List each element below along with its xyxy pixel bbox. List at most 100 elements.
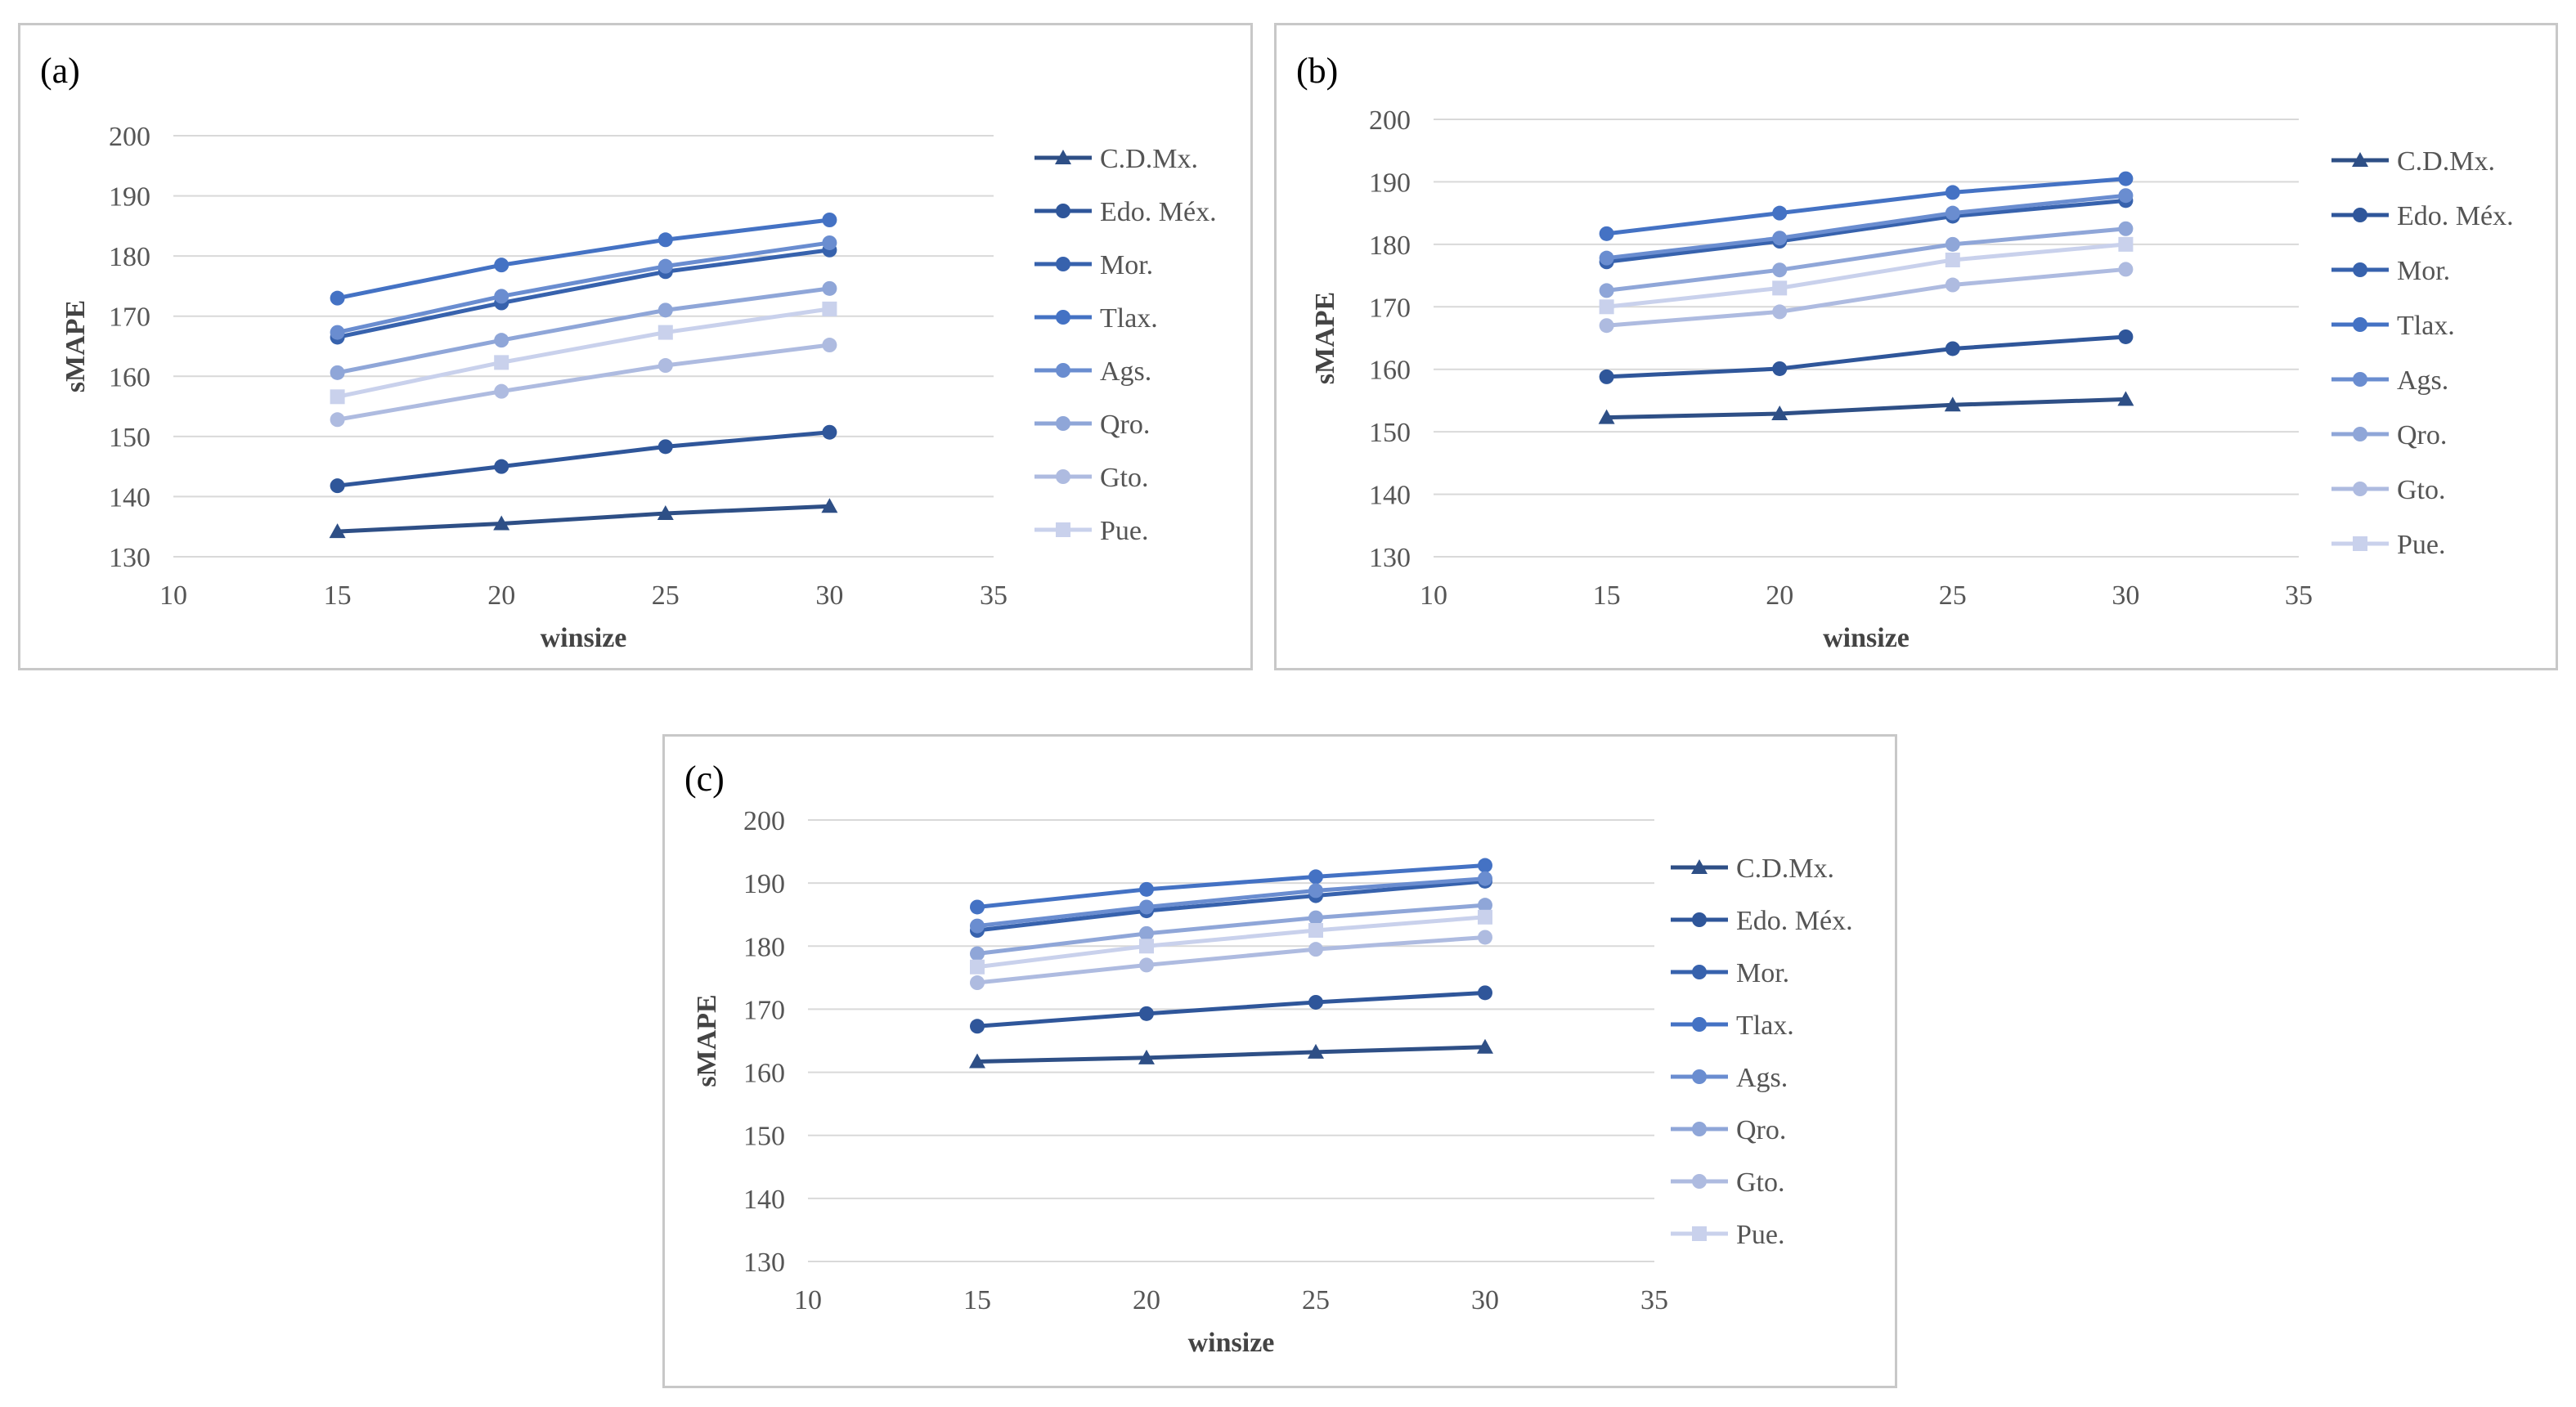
legend-label: Qro.: [1100, 410, 1150, 440]
data-point: [822, 213, 837, 227]
x-tick-label: 20: [1766, 580, 1793, 611]
data-point: [1139, 925, 1154, 941]
data-point: [657, 439, 673, 455]
x-tick-label: 30: [1471, 1285, 1499, 1315]
data-point: [1945, 341, 1960, 356]
data-point: [1308, 883, 1323, 898]
legend-marker: [2353, 427, 2367, 441]
legend-marker: [1056, 469, 1070, 484]
data-point: [822, 424, 837, 440]
y-tick-label: 160: [1369, 356, 1411, 386]
data-point: [1139, 939, 1154, 954]
data-point: [1772, 361, 1788, 376]
legend-marker: [2353, 482, 2367, 496]
y-tick-label: 170: [743, 995, 785, 1025]
legend-label: Edo. Méx.: [2397, 201, 2514, 231]
legend-label: Ags.: [2397, 365, 2448, 396]
x-tick-label: 25: [1939, 580, 1967, 611]
data-point: [494, 289, 509, 304]
series-line-1: [1606, 397, 2126, 420]
data-point: [330, 412, 345, 428]
data-point: [1945, 252, 1960, 267]
legend-marker: [1056, 204, 1070, 218]
y-tick-label: 130: [109, 543, 150, 573]
x-tick-label: 15: [963, 1285, 991, 1315]
legend-marker: [2353, 317, 2367, 332]
data-point: [970, 918, 985, 934]
legend-marker: [2352, 152, 2368, 167]
legend-label: Pue.: [2397, 530, 2446, 560]
data-point: [330, 478, 345, 494]
series-line-2: [1606, 334, 2126, 379]
y-axis-title: sMAPE: [1310, 292, 1340, 384]
series-line-7: [976, 934, 1486, 985]
legend-marker: [1692, 1174, 1707, 1189]
legend-label: Edo. Méx.: [1100, 197, 1217, 227]
data-point: [657, 258, 673, 274]
x-tick-label: 10: [794, 1285, 822, 1315]
y-tick-label: 180: [109, 242, 150, 272]
y-tick-label: 180: [1369, 231, 1411, 261]
y-tick-label: 130: [1369, 543, 1411, 573]
series-line-4: [976, 863, 1486, 909]
data-point: [970, 975, 985, 991]
y-axis-title: sMAPE: [692, 994, 722, 1087]
data-point: [969, 1053, 985, 1069]
series-line-3: [976, 879, 1486, 933]
data-point: [1308, 923, 1323, 938]
data-point: [1139, 899, 1154, 915]
legend-label: C.D.Mx.: [1100, 144, 1198, 174]
data-point: [657, 325, 673, 340]
data-point: [1945, 236, 1960, 252]
series-line-7: [337, 343, 830, 422]
data-point: [1138, 1049, 1155, 1064]
panel-label: (c): [684, 759, 725, 799]
x-tick-label: 35: [980, 580, 1008, 611]
series-line-4: [337, 217, 830, 301]
legend-label: C.D.Mx.: [1736, 854, 1834, 884]
data-point: [1308, 994, 1323, 1010]
data-point: [970, 959, 985, 975]
data-point: [1772, 205, 1788, 221]
series-line-2: [337, 430, 830, 488]
series-line-8: [1606, 242, 2126, 309]
chart-c-svg: (c) 130 140 150 160 170 180 190 200 10 15 20 25 30 35 w…: [684, 759, 1853, 1358]
x-tick-label: 15: [1593, 580, 1621, 611]
data-point: [1945, 205, 1960, 221]
data-point: [1308, 869, 1323, 885]
data-point: [1308, 910, 1323, 925]
series-line-6: [1606, 226, 2126, 293]
data-point: [1944, 397, 1961, 412]
legend-marker: [1692, 965, 1707, 979]
x-axis-title: winsize: [1188, 1328, 1275, 1358]
data-point: [2118, 262, 2134, 277]
data-point: [1599, 299, 1614, 315]
legend-label: Tlax.: [1100, 303, 1158, 334]
series-line-3: [337, 248, 830, 339]
legend-label: Ags.: [1736, 1063, 1788, 1093]
y-tick-label: 130: [743, 1248, 785, 1278]
x-tick-label: 10: [159, 580, 187, 611]
legend-label: Pue.: [1736, 1220, 1785, 1250]
y-tick-label: 140: [1369, 481, 1411, 511]
y-tick-label: 190: [1369, 168, 1411, 198]
y-tick-label: 200: [109, 122, 150, 152]
series-line-8: [976, 915, 1486, 970]
legend-marker: [1691, 859, 1708, 874]
legend-marker: [1056, 257, 1070, 271]
x-tick-label: 35: [1640, 1285, 1668, 1315]
data-point: [1599, 318, 1614, 334]
y-tick-label: 150: [743, 1122, 785, 1152]
y-tick-label: 190: [743, 869, 785, 899]
data-point: [970, 1019, 985, 1034]
data-point: [494, 459, 509, 474]
chart-b-svg: (b) 130 140 150 160 170 180 190 200 10 15 20 25 30 35 w…: [1296, 51, 2514, 653]
y-tick-label: 170: [1369, 293, 1411, 323]
data-point: [2118, 188, 2134, 204]
data-point: [330, 325, 345, 340]
legend-marker: [1692, 912, 1707, 927]
data-point: [1478, 871, 1492, 886]
x-axis-title: winsize: [1823, 623, 1910, 653]
legend-marker: [1692, 1226, 1707, 1241]
legend-label: C.D.Mx.: [2397, 146, 2495, 177]
